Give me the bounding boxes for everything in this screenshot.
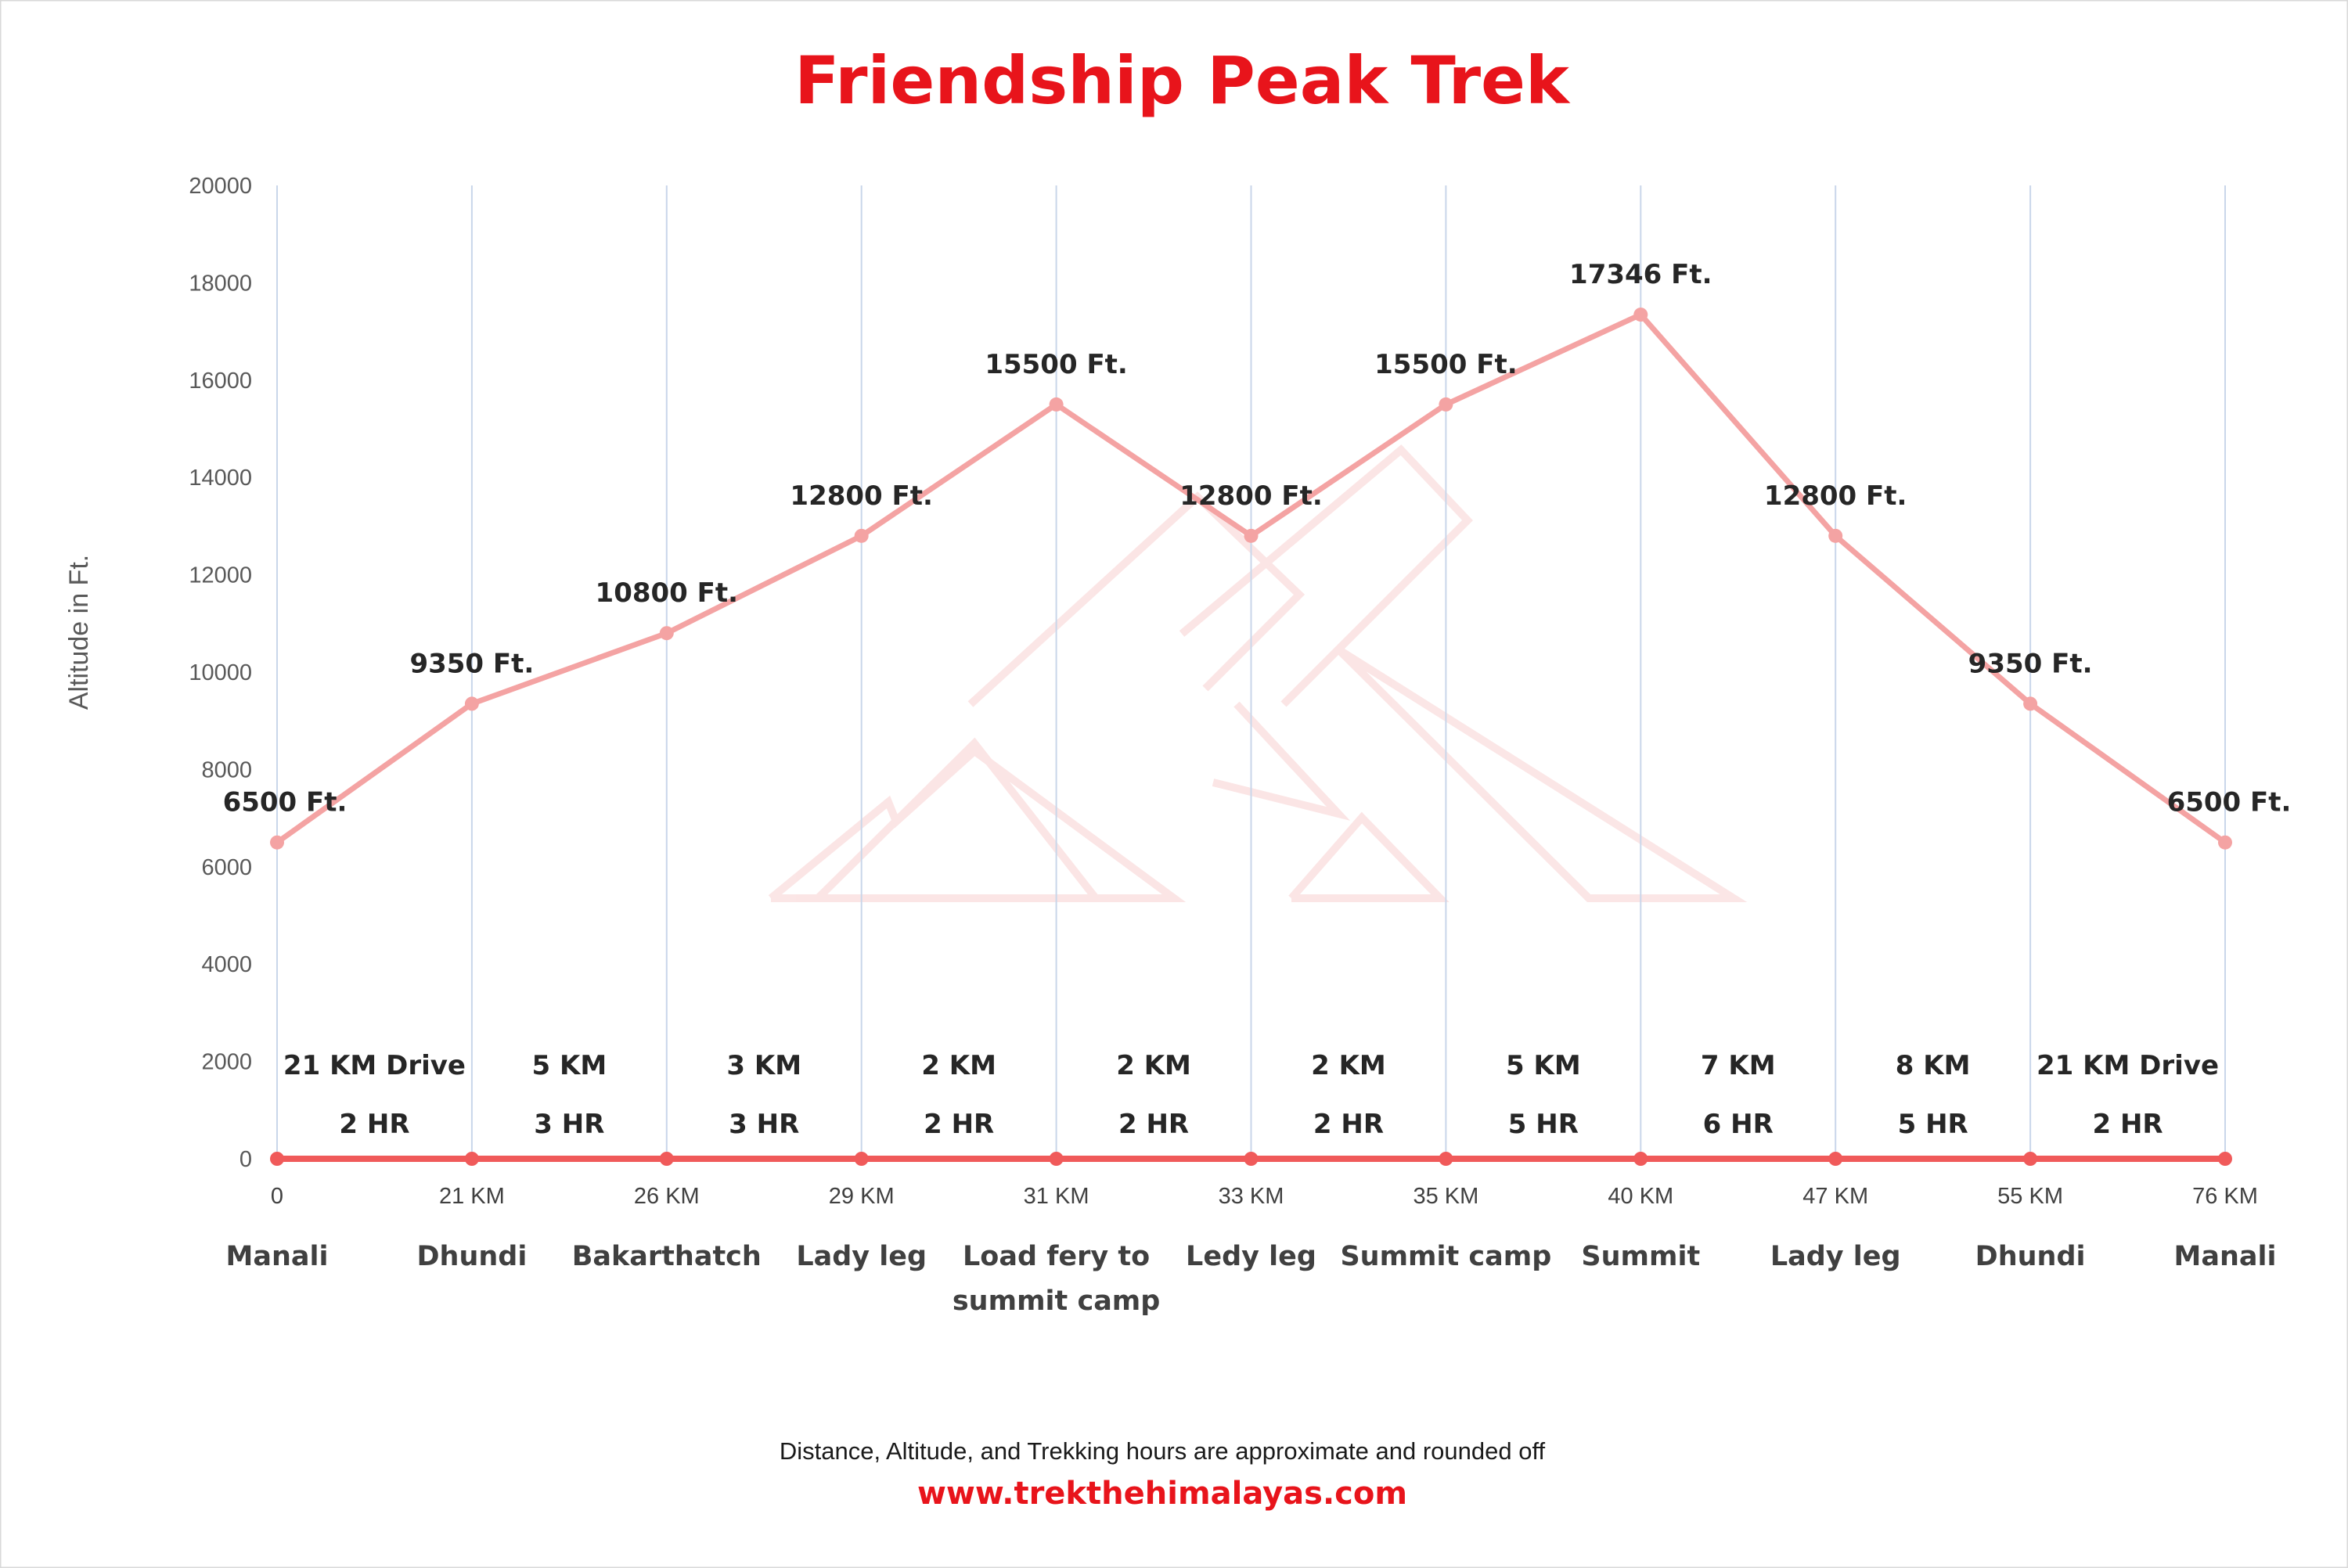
altitude-point bbox=[464, 696, 479, 711]
chart-title: Friendship Peak Trek bbox=[794, 42, 1571, 119]
mountain-watermark bbox=[768, 444, 1748, 902]
altitude-data-label: 12800 Ft. bbox=[1764, 480, 1907, 512]
segment-distance: 8 KM bbox=[1896, 1050, 1971, 1081]
y-tick-label: 2000 bbox=[201, 1050, 252, 1075]
x-distance-label: 21 KM bbox=[439, 1184, 505, 1209]
baseline-point bbox=[1633, 1152, 1648, 1166]
segment-distance: 5 KM bbox=[532, 1050, 607, 1081]
x-place-label: Bakarthatch bbox=[572, 1241, 762, 1272]
x-distance-label: 40 KM bbox=[1608, 1184, 1673, 1209]
segment-time: 3 HR bbox=[534, 1109, 604, 1140]
baseline-point bbox=[854, 1152, 869, 1166]
segment-time: 2 HR bbox=[924, 1109, 994, 1140]
y-tick-label: 16000 bbox=[189, 369, 252, 394]
altitude-point bbox=[1828, 528, 1843, 543]
x-distance-label: 76 KM bbox=[2192, 1184, 2258, 1209]
baseline-point bbox=[1439, 1152, 1453, 1166]
baseline-point bbox=[2023, 1152, 2038, 1166]
altitude-point bbox=[1244, 528, 1259, 543]
x-distance-label: 0 bbox=[271, 1184, 283, 1209]
y-tick-label: 10000 bbox=[189, 660, 252, 685]
baseline-point bbox=[1244, 1152, 1259, 1166]
altitude-point bbox=[1439, 397, 1453, 412]
x-distance-label: 29 KM bbox=[829, 1184, 895, 1209]
segment-time: 2 HR bbox=[1313, 1109, 1384, 1140]
segment-distance: 3 KM bbox=[726, 1050, 801, 1081]
footer-note: Distance, Altitude, and Trekking hours a… bbox=[780, 1437, 1546, 1465]
segment-time: 6 HR bbox=[1703, 1109, 1774, 1140]
altitude-data-label: 15500 Ft. bbox=[1374, 349, 1518, 380]
altitude-point bbox=[2023, 696, 2038, 711]
segment-distance: 21 KM Drive bbox=[283, 1050, 466, 1081]
y-tick-label: 18000 bbox=[189, 271, 252, 296]
altitude-data-label: 6500 Ft. bbox=[223, 787, 348, 818]
altitude-point bbox=[1049, 397, 1064, 412]
x-distance-label: 31 KM bbox=[1024, 1184, 1089, 1209]
x-distance-label: 35 KM bbox=[1413, 1184, 1478, 1209]
x-place-label: Manali bbox=[2174, 1241, 2277, 1272]
baseline-point bbox=[659, 1152, 674, 1166]
x-distance-label: 47 KM bbox=[1802, 1184, 1868, 1209]
x-place-label: Dhundi bbox=[1975, 1241, 2086, 1272]
altitude-data-label: 12800 Ft. bbox=[1179, 480, 1323, 512]
altitude-point bbox=[270, 835, 284, 850]
x-distance-label: 55 KM bbox=[1997, 1184, 2063, 1209]
altitude-data-label: 12800 Ft. bbox=[790, 480, 933, 512]
segment-distance: 2 KM bbox=[1116, 1050, 1191, 1081]
altitude-point bbox=[659, 626, 674, 641]
altitude-point bbox=[854, 528, 869, 543]
altitude-point bbox=[1633, 307, 1648, 322]
y-axis-label: Altitude in Ft. bbox=[64, 555, 94, 710]
x-distance-label: 26 KM bbox=[634, 1184, 700, 1209]
segment-time: 5 HR bbox=[1898, 1109, 1968, 1140]
altitude-data-label: 15500 Ft. bbox=[985, 349, 1128, 380]
baseline-point bbox=[1828, 1152, 1843, 1166]
x-place-label: Lady leg bbox=[796, 1241, 927, 1272]
altitude-data-label: 9350 Ft. bbox=[409, 648, 534, 679]
x-distance-label: 33 KM bbox=[1219, 1184, 1284, 1209]
y-tick-label: 8000 bbox=[201, 757, 252, 782]
y-tick-label: 20000 bbox=[189, 174, 252, 199]
altitude-point bbox=[2218, 835, 2232, 850]
y-tick-label: 0 bbox=[239, 1147, 252, 1172]
baseline-point bbox=[270, 1152, 284, 1166]
x-place-label: Load fery to summit camp bbox=[953, 1241, 1161, 1317]
segment-time: 3 HR bbox=[729, 1109, 799, 1140]
x-place-label: Summit camp bbox=[1340, 1241, 1551, 1272]
x-place-label: Summit bbox=[1581, 1241, 1700, 1272]
y-tick-label: 4000 bbox=[201, 952, 252, 977]
baseline-point bbox=[1049, 1152, 1064, 1166]
baseline-point bbox=[2218, 1152, 2232, 1166]
x-place-label: Dhundi bbox=[416, 1241, 527, 1272]
x-place-label: Manali bbox=[226, 1241, 329, 1272]
segment-time: 2 HR bbox=[1118, 1109, 1189, 1140]
x-place-label: Ledy leg bbox=[1186, 1241, 1316, 1272]
segment-distance: 7 KM bbox=[1701, 1050, 1776, 1081]
y-tick-label: 12000 bbox=[189, 563, 252, 588]
segment-time: 2 HR bbox=[339, 1109, 409, 1140]
altitude-data-label: 17346 Ft. bbox=[1569, 259, 1712, 290]
segment-time: 2 HR bbox=[2092, 1109, 2163, 1140]
altitude-data-label: 9350 Ft. bbox=[1968, 648, 2093, 679]
segment-distance: 5 KM bbox=[1506, 1050, 1581, 1081]
segment-distance: 21 KM Drive bbox=[2036, 1050, 2219, 1081]
altitude-data-label: 6500 Ft. bbox=[2167, 787, 2292, 818]
y-tick-label: 6000 bbox=[201, 855, 252, 880]
altitude-data-label: 10800 Ft. bbox=[596, 577, 739, 609]
segment-distance: 2 KM bbox=[1311, 1050, 1386, 1081]
segment-time: 5 HR bbox=[1508, 1109, 1579, 1140]
baseline-point bbox=[464, 1152, 479, 1166]
y-tick-label: 14000 bbox=[189, 466, 252, 491]
x-place-label: Lady leg bbox=[1770, 1241, 1901, 1272]
website-link[interactable]: www.trekthehimalayas.com bbox=[917, 1476, 1407, 1512]
segment-distance: 2 KM bbox=[921, 1050, 996, 1081]
